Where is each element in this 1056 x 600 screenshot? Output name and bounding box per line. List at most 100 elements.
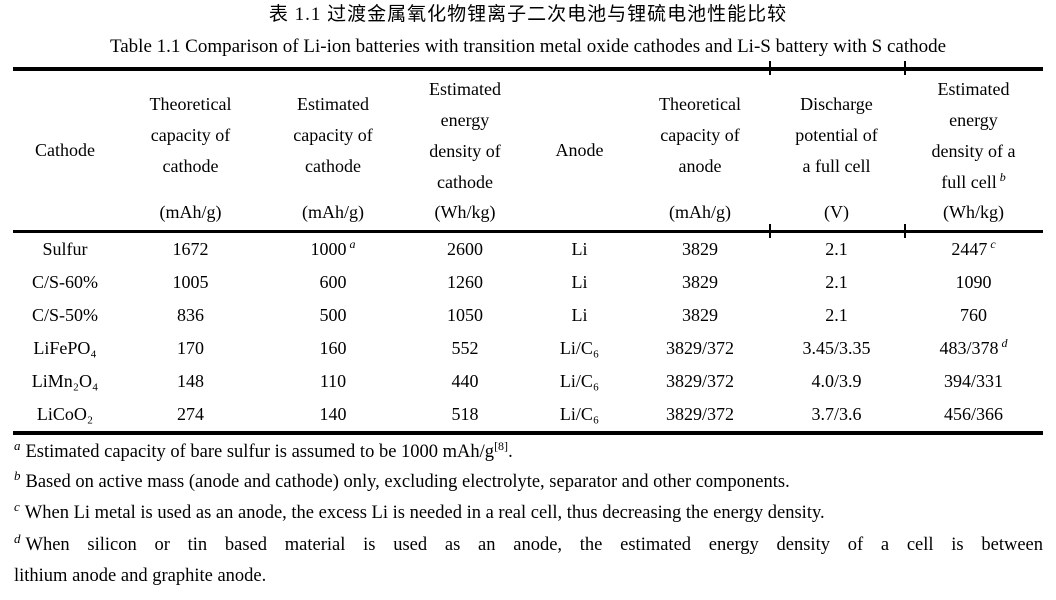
table-cell: Li/C₆ (559, 404, 600, 424)
table-cell: 2447 c (904, 232, 1043, 267)
table-cell: 3.7/3.6 (811, 404, 862, 424)
header-row: Cathode Theoretical capacity of cathode … (13, 69, 1043, 233)
table-cell: 3829/372 (665, 338, 734, 358)
table-cell: C/S-50% (31, 305, 98, 325)
column-divider-tick (769, 224, 771, 238)
footnote-a: a Estimated capacity of bare sulfur is as… (14, 437, 1043, 468)
header-label: Cathode (35, 140, 95, 160)
header-label: Estimated capacity of cathode (293, 94, 373, 176)
table-cell: 1005 (172, 272, 209, 292)
table-cell: 3829 (682, 272, 718, 292)
footnote-a-marker: a (14, 437, 21, 453)
table-cell: 2.1 (825, 239, 848, 259)
column-divider-tick (904, 224, 906, 238)
table-cell: Li/C₆ (559, 371, 600, 391)
footnote-d-marker: d (14, 530, 21, 546)
table-cell: 1000 a (264, 232, 402, 267)
table-cell: 1090 (955, 272, 992, 292)
table-cell: 456/366 (943, 404, 1003, 424)
table-cell: 140 (319, 404, 347, 424)
table-cell: LiMn₂O₄ (31, 371, 99, 391)
table-cell: LiCoO₂ (36, 404, 94, 424)
footnote-c: c When Li metal is used as an anode, the … (14, 498, 1043, 529)
table-cell: LiFePO₄ (33, 338, 97, 358)
table-row-licoo2: LiCoO₂ 274 140 518 Li/C₆ 3829/372 3.7/3.… (13, 398, 1043, 433)
col-header-cathode: Cathode (13, 69, 117, 233)
table-cell: 836 (177, 305, 204, 325)
table-row-cs60: C/S-60% 1005 600 1260 Li 3829 2.1 1090 (13, 266, 1043, 299)
footnote-marker-b: b (999, 169, 1006, 184)
table-cell: 160 (319, 338, 347, 358)
column-divider-tick (769, 61, 771, 75)
col-header-theoretical-capacity-cathode: Theoretical capacity of cathode (mAh/g) (117, 69, 264, 233)
table-cell: 1050 (447, 305, 483, 325)
table-cell: 518 (451, 404, 479, 424)
footnote-b-text: Based on active mass (anode and cathode)… (25, 472, 790, 492)
table-cell: 3829 (682, 239, 718, 259)
citation-ref-8: [8] (494, 438, 509, 453)
footnote-c-marker: c (14, 498, 20, 514)
col-header-anode: Anode (528, 69, 631, 233)
table-cell: 1672 (172, 239, 209, 259)
cell-value: 483/378 (939, 338, 999, 358)
footnote-b: b Based on active mass (anode and cathode… (14, 467, 1043, 498)
col-header-energy-density-cathode: Estimated energy density of cathode (Wh/… (402, 69, 528, 233)
header-unit: (mAh/g) (159, 202, 222, 222)
cell-value: 2447 (951, 239, 988, 259)
header-unit: (Wh/kg) (434, 202, 496, 222)
col-header-energy-density-full-cell: Estimated energy density of a full cell b… (904, 69, 1043, 233)
table-row-limn2o4: LiMn₂O₄ 148 110 440 Li/C₆ 3829/372 4.0/3… (13, 365, 1043, 398)
table-cell: 440 (451, 371, 479, 391)
footnote-marker-d: d (1001, 336, 1008, 350)
column-divider-tick (904, 61, 906, 75)
table-cell: Li (571, 305, 588, 325)
table-cell: 3.45/3.35 (802, 338, 871, 358)
table-cell: 2.1 (825, 272, 848, 292)
footnote-marker-a: a (349, 237, 356, 251)
header-label: Theoretical capacity of anode (659, 94, 741, 176)
footnote-b-marker: b (14, 467, 21, 483)
table-cell: Li (571, 272, 588, 292)
header-label: Estimated energy density of a full cell (931, 78, 1016, 192)
table-cell: 3829/372 (665, 371, 734, 391)
header-label: Theoretical capacity of cathode (149, 94, 232, 176)
table-caption-en: Table 1.1 Comparison of Li-ion batteries… (109, 36, 947, 57)
table-cell: 500 (319, 305, 347, 325)
header-unit: (mAh/g) (302, 202, 364, 222)
footnote-a-text: Estimated capacity of bare sulfur is ass… (25, 442, 495, 462)
table-cell: 3829 (682, 305, 718, 325)
table-cell: 600 (319, 272, 347, 292)
table-cell: 148 (177, 371, 204, 391)
table-cell: 760 (960, 305, 987, 325)
footnote-c-text: When Li metal is used as an anode, the e… (24, 503, 825, 523)
table-cell: 394/331 (943, 371, 1003, 391)
table-cell: C/S-60% (31, 272, 98, 292)
footnote-d: d When silicon or tin based material is u… (14, 530, 1043, 592)
table-cell: 552 (451, 338, 479, 358)
cell-value: 1000 (310, 239, 347, 259)
header-unit: (Wh/kg) (943, 202, 1004, 222)
table-cell: 170 (177, 338, 204, 358)
footnote-marker-c: c (990, 237, 996, 251)
footnote-d-line2: lithium anode and graphite anode. (14, 566, 267, 586)
header-label: Estimated energy density of cathode (429, 78, 501, 192)
table-cell: 3829/372 (665, 404, 734, 424)
footnote-d-text: When silicon or tin based material is us… (25, 535, 1044, 555)
table-row-cs50: C/S-50% 836 500 1050 Li 3829 2.1 760 (13, 299, 1043, 332)
col-header-theoretical-capacity-anode: Theoretical capacity of anode (mAh/g) (631, 69, 769, 233)
table-cell: Li/C₆ (559, 338, 600, 358)
header-unit: (mAh/g) (669, 202, 731, 222)
footnote-a-tail: . (508, 442, 513, 462)
table-caption-zh: 表 1.1 过渡金属氧化物锂离子二次电池与锂硫电池性能比较 (268, 4, 788, 25)
table-row-lifepo4: LiFePO₄ 170 160 552 Li/C₆ 3829/372 3.45/… (13, 332, 1043, 365)
col-header-estimated-capacity-cathode: Estimated capacity of cathode (mAh/g) (264, 69, 402, 233)
table-cell: 2.1 (825, 305, 848, 325)
table-cell: 1260 (447, 272, 483, 292)
comparison-table: Cathode Theoretical capacity of cathode … (13, 67, 1043, 435)
table-cell: 4.0/3.9 (811, 371, 862, 391)
table-row-sulfur: Sulfur 1672 1000 a 2600 Li 3829 2.1 2447 c (13, 232, 1043, 267)
table-cell: 483/378 d (904, 332, 1043, 365)
col-header-discharge-potential: Discharge potential of a full cell (V) (769, 69, 904, 233)
header-label: Anode (555, 140, 604, 160)
